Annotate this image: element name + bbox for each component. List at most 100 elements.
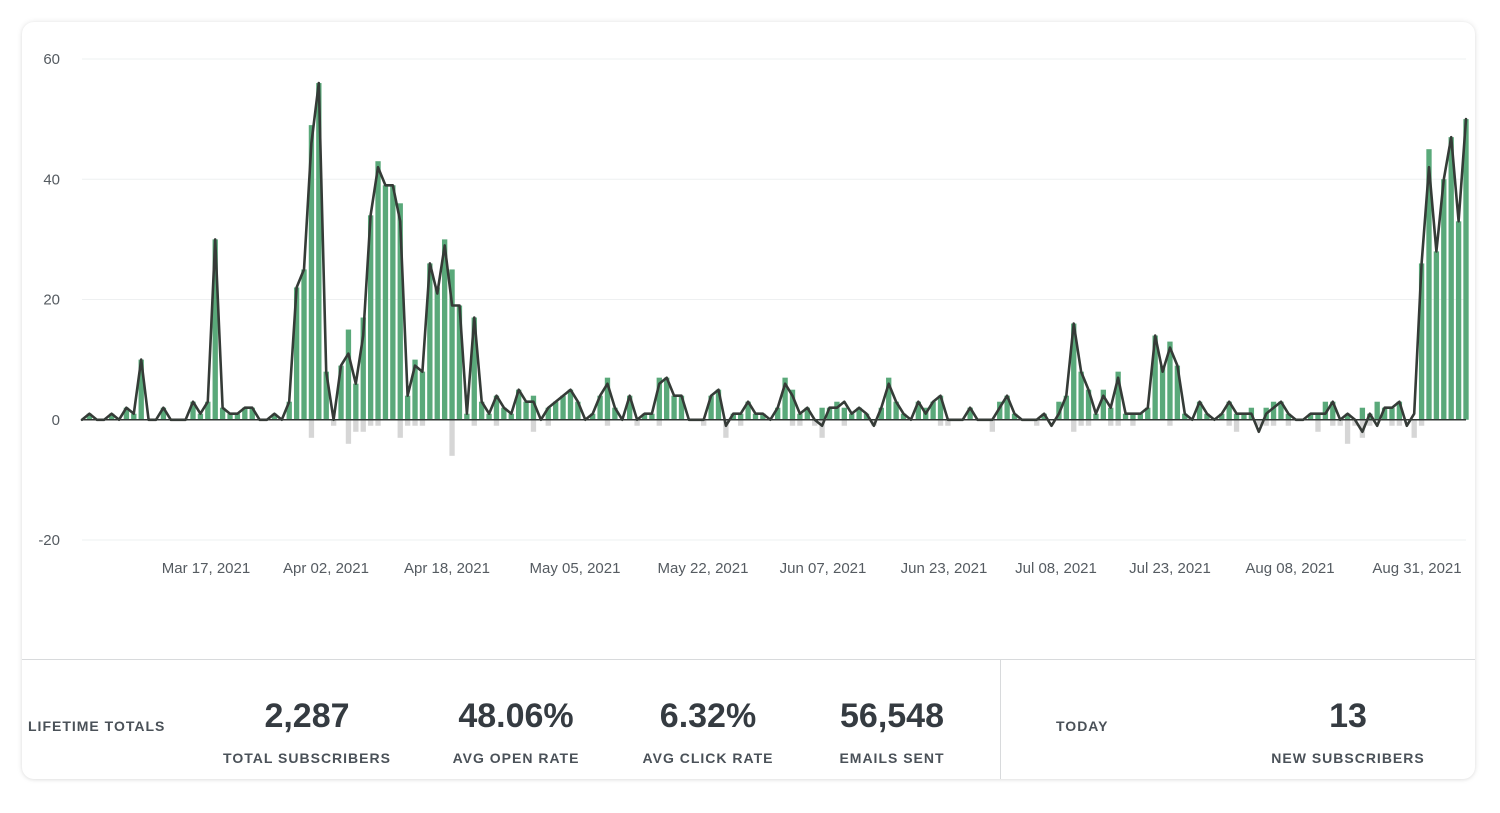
bar-negative bbox=[738, 419, 744, 426]
bar-positive bbox=[123, 407, 130, 420]
bar-positive bbox=[1174, 365, 1181, 420]
bar-positive bbox=[649, 413, 655, 420]
stat-avg-click-rate: 6.32% AVG CLICK RATE bbox=[608, 696, 808, 766]
bar-positive bbox=[242, 407, 248, 420]
x-tick-label: Aug 08, 2021 bbox=[1245, 560, 1334, 577]
bar-positive bbox=[1441, 179, 1447, 420]
y-tick-label: 60 bbox=[43, 51, 60, 68]
stat-new-subscribers: 13 NEW SUBSCRIBERS bbox=[1248, 696, 1448, 766]
bar-positive bbox=[1433, 251, 1440, 420]
bar-positive bbox=[1115, 371, 1121, 420]
bar-positive bbox=[197, 413, 204, 420]
bar-positive bbox=[397, 203, 403, 420]
bar-positive bbox=[508, 413, 514, 420]
bar-positive bbox=[627, 395, 633, 420]
bar-positive bbox=[234, 413, 241, 420]
bar-negative bbox=[419, 419, 426, 426]
bar-positive bbox=[1041, 413, 1047, 420]
bar-negative bbox=[1071, 419, 1077, 432]
bar-positive bbox=[308, 125, 315, 420]
bar-positive bbox=[1381, 407, 1388, 420]
bar-negative bbox=[545, 419, 551, 426]
bar-positive bbox=[553, 401, 559, 420]
bar-positive bbox=[678, 395, 685, 420]
bar-negative bbox=[1256, 419, 1262, 426]
stat-emails-sent: 56,548 EMAILS SENT bbox=[792, 696, 992, 766]
bar-positive bbox=[915, 401, 921, 420]
stats-bar: LIFETIME TOTALS 2,287 TOTAL SUBSCRIBERS … bbox=[22, 659, 1475, 779]
bar-positive bbox=[1152, 335, 1158, 420]
bar-positive bbox=[841, 407, 847, 420]
bar-negative bbox=[1130, 419, 1136, 426]
bar-positive bbox=[1182, 413, 1188, 420]
bar-negative bbox=[819, 419, 825, 438]
total-subscribers-label: TOTAL SUBSCRIBERS bbox=[223, 750, 391, 766]
bar-positive bbox=[1122, 413, 1129, 420]
bar-negative bbox=[1315, 419, 1321, 432]
bar-negative bbox=[1233, 419, 1240, 432]
stats-card: 60 40 20 0 -20 Mar 17, 2021 Apr 02, 2021 Apr 18… bbox=[22, 22, 1475, 779]
bar-negative bbox=[308, 419, 315, 438]
net-subscribers-line bbox=[80, 81, 1468, 434]
bar-positive bbox=[997, 401, 1003, 420]
bar-positive bbox=[656, 377, 662, 420]
bar-negative bbox=[989, 419, 995, 432]
bar-positive bbox=[515, 389, 522, 420]
stats-divider bbox=[1000, 660, 1001, 779]
bar-positive bbox=[404, 395, 411, 420]
bar-negative bbox=[367, 419, 374, 426]
bar-negative bbox=[1389, 419, 1395, 426]
bar-positive bbox=[1204, 413, 1210, 420]
bar-negative bbox=[945, 419, 951, 426]
stat-total-subscribers: 2,287 TOTAL SUBSCRIBERS bbox=[207, 696, 407, 766]
emails-sent-value: 56,548 bbox=[840, 697, 944, 735]
bar-positive bbox=[1219, 413, 1225, 420]
bar-positive bbox=[834, 401, 840, 420]
bar-positive bbox=[1130, 413, 1136, 420]
bar-positive bbox=[1063, 395, 1070, 420]
bar-positive bbox=[190, 401, 196, 420]
x-tick-label: Jun 23, 2021 bbox=[901, 560, 988, 577]
bar-positive bbox=[1011, 413, 1018, 420]
bar-negative bbox=[1285, 419, 1292, 426]
bar-positive bbox=[789, 389, 796, 420]
x-tick-label: Jul 08, 2021 bbox=[1015, 560, 1097, 577]
bar-negative bbox=[937, 419, 944, 426]
bar-positive bbox=[886, 377, 892, 420]
bar-positive bbox=[1418, 263, 1425, 420]
bar-positive bbox=[708, 395, 714, 420]
x-tick-label: Aug 31, 2021 bbox=[1372, 560, 1461, 577]
bar-positive bbox=[1396, 401, 1403, 420]
y-tick-label: 20 bbox=[43, 292, 60, 309]
bar-positive bbox=[1196, 401, 1203, 420]
bar-positive bbox=[464, 413, 470, 420]
bar-positive bbox=[1071, 323, 1077, 420]
x-tick-label: Apr 02, 2021 bbox=[283, 560, 369, 577]
bar-positive bbox=[1344, 413, 1351, 420]
lifetime-totals-label: LIFETIME TOTALS bbox=[28, 718, 166, 734]
bar-positive bbox=[249, 407, 255, 420]
bar-negative bbox=[723, 419, 729, 438]
bar-negative bbox=[1226, 419, 1232, 426]
x-tick-label: Apr 18, 2021 bbox=[404, 560, 490, 577]
bar-positive bbox=[1241, 413, 1247, 420]
bar-positive bbox=[471, 317, 477, 420]
x-tick-label: Jul 23, 2021 bbox=[1129, 560, 1211, 577]
bar-positive bbox=[1270, 401, 1277, 420]
y-tick-label: 40 bbox=[43, 171, 60, 188]
bar-positive bbox=[390, 185, 396, 420]
bar-positive bbox=[501, 407, 507, 420]
bar-positive bbox=[1322, 401, 1329, 420]
today-label: TODAY bbox=[1056, 718, 1109, 734]
bar-negative bbox=[345, 419, 352, 444]
bar-negative bbox=[1263, 419, 1269, 426]
bar-positive bbox=[1078, 371, 1084, 420]
bar-positive bbox=[1463, 119, 1469, 420]
bar-positive bbox=[575, 401, 581, 420]
y-tick-label: -20 bbox=[38, 532, 60, 549]
bar-positive bbox=[367, 215, 374, 420]
bar-positive bbox=[597, 395, 603, 420]
bar-negative bbox=[1367, 419, 1373, 426]
bar-positive bbox=[412, 359, 418, 420]
x-tick-label: May 22, 2021 bbox=[658, 560, 749, 577]
